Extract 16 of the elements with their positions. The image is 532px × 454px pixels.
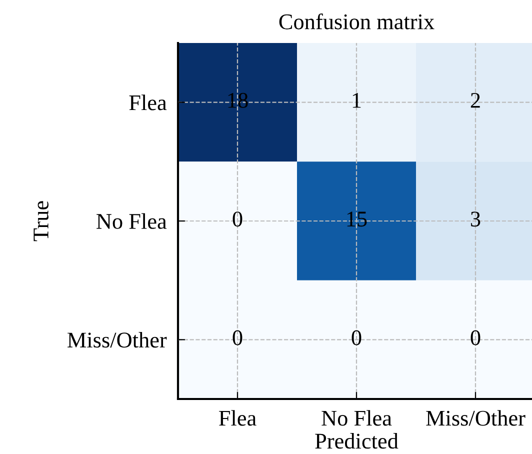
y-tick-label: Flea	[129, 94, 167, 110]
data-label: 0	[470, 330, 480, 346]
chart-title: Confusion matrix	[279, 13, 434, 30]
data-label: 0	[232, 330, 242, 346]
y-axis-title: True	[34, 201, 48, 242]
data-label: 1	[352, 93, 361, 108]
x-tick-label: No Flea	[322, 410, 392, 426]
data-label: 0	[352, 330, 362, 346]
data-label: 3	[471, 212, 480, 227]
y-tick-label: Miss/Other	[68, 332, 167, 348]
x-axis-title: Predicted	[315, 433, 398, 449]
x-tick-label: Miss/Other	[426, 410, 526, 426]
data-label: 0	[232, 212, 242, 227]
y-tick-label: No Flea	[96, 213, 167, 229]
data-label: 2	[470, 92, 480, 108]
x-tick-label: Flea	[219, 410, 256, 426]
